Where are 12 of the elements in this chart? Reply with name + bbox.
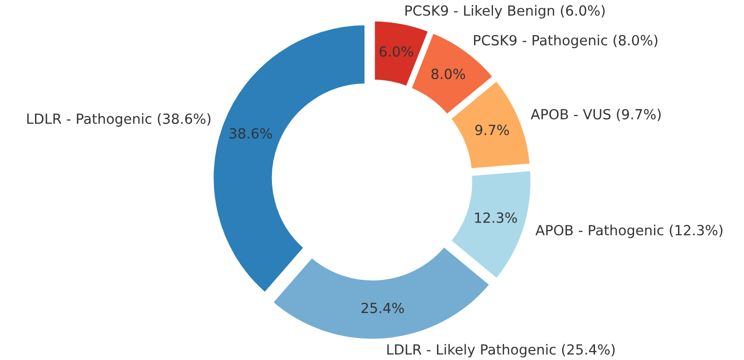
slice-label: APOB - VUS (9.7%) [530, 108, 661, 122]
slice-label: APOB - Pathogenic (12.3%) [535, 224, 722, 238]
data-label: 6.0% [380, 46, 414, 57]
slice-label: LDLR - Likely Pathogenic (25.4%) [387, 344, 615, 358]
slice-label: LDLR - Pathogenic (38.6%) [27, 113, 210, 127]
slice-label: PCSK9 - Pathogenic (8.0%) [474, 34, 658, 48]
data-label: 9.7% [475, 124, 509, 136]
slice-label: PCSK9 - Likely Benign (6.0%) [405, 5, 605, 18]
data-label: 38.6% [230, 128, 272, 139]
data-label: 12.3% [475, 212, 517, 223]
data-label: 8.0% [431, 68, 466, 80]
data-label: 25.4% [362, 302, 404, 314]
